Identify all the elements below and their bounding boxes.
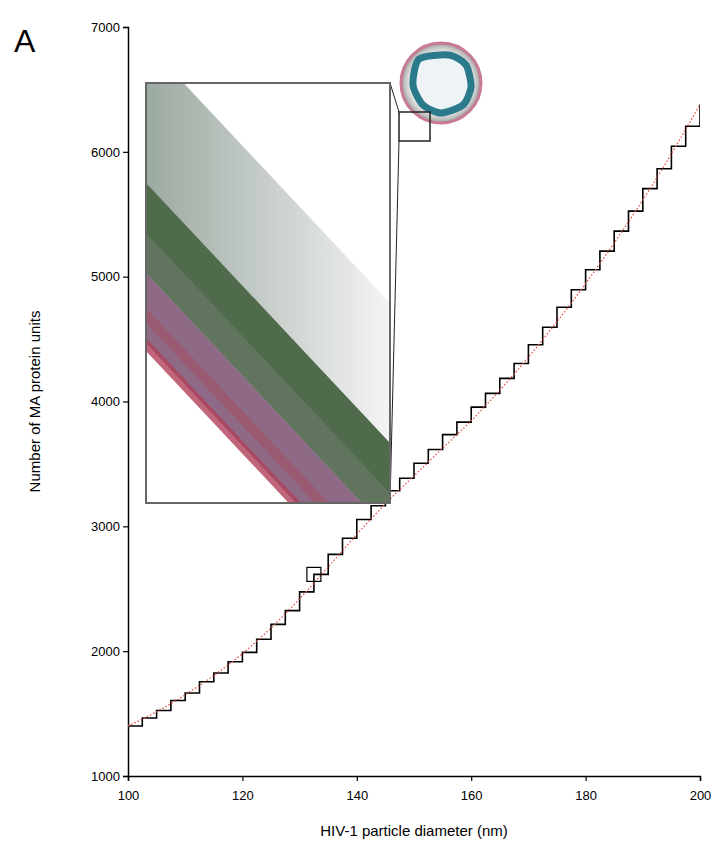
tick: 180 [575,776,597,803]
tick-label: 140 [346,788,368,803]
axis-line [129,777,701,782]
y-axis: 1000 2000 3000 4000 5000 6000 7000 [91,20,128,784]
zoom-box [307,567,321,581]
tick: 1000 [91,769,128,784]
tick-label: 100 [118,788,140,803]
tick: 2000 [91,644,128,659]
capsid [413,55,471,113]
tick-label: 2000 [91,644,120,659]
tick-mark [123,526,128,527]
tick-mark [123,651,128,652]
inset-frame [146,83,390,503]
y-axis-title: Number of MA protein units [26,311,43,493]
panel-label: A [14,23,36,59]
tick-mark [123,152,128,153]
inset [146,83,390,503]
tick-mark [123,27,128,28]
tick: 7000 [91,20,128,35]
axis-line [123,28,129,777]
tick: 6000 [91,144,128,159]
tick-label: 120 [232,788,254,803]
tick-label: 200 [690,788,712,803]
tick-mark [357,776,358,781]
tick-label: 5000 [91,269,120,284]
virus-particle [401,43,481,123]
tick: 4000 [91,394,128,409]
tick-mark [123,277,128,278]
tick: 160 [461,776,483,803]
tick: 100 [118,776,140,803]
chart: 100 120 140 160 180 200 1000 2000 3000 4000 5000 60… [0,0,719,854]
tick-mark [123,401,128,402]
tick-label: 6000 [91,144,120,159]
tick-mark [123,776,128,777]
tick: 5000 [91,269,128,284]
x-axis: 100 120 140 160 180 200 [118,776,712,803]
tick-label: 3000 [91,519,120,534]
illustration [146,43,481,611]
tick-label: 4000 [91,394,120,409]
tick: 200 [690,776,712,803]
zoom-link [390,83,399,112]
tick-label: 7000 [91,20,120,35]
zoom-box [399,112,430,141]
zoom-link [390,141,399,503]
tick-mark [700,776,701,781]
tick-label: 160 [461,788,483,803]
tick-label: 1000 [91,769,120,784]
plot: 100 120 140 160 180 200 1000 2000 3000 4000 5000 60… [91,20,711,803]
tick-mark [242,776,243,781]
tick: 140 [346,776,368,803]
tick-mark [585,776,586,781]
tick: 120 [232,776,254,803]
tick-label: 180 [575,788,597,803]
tick: 3000 [91,519,128,534]
tick-mark [471,776,472,781]
x-axis-title: HIV-1 particle diameter (nm) [320,822,508,839]
